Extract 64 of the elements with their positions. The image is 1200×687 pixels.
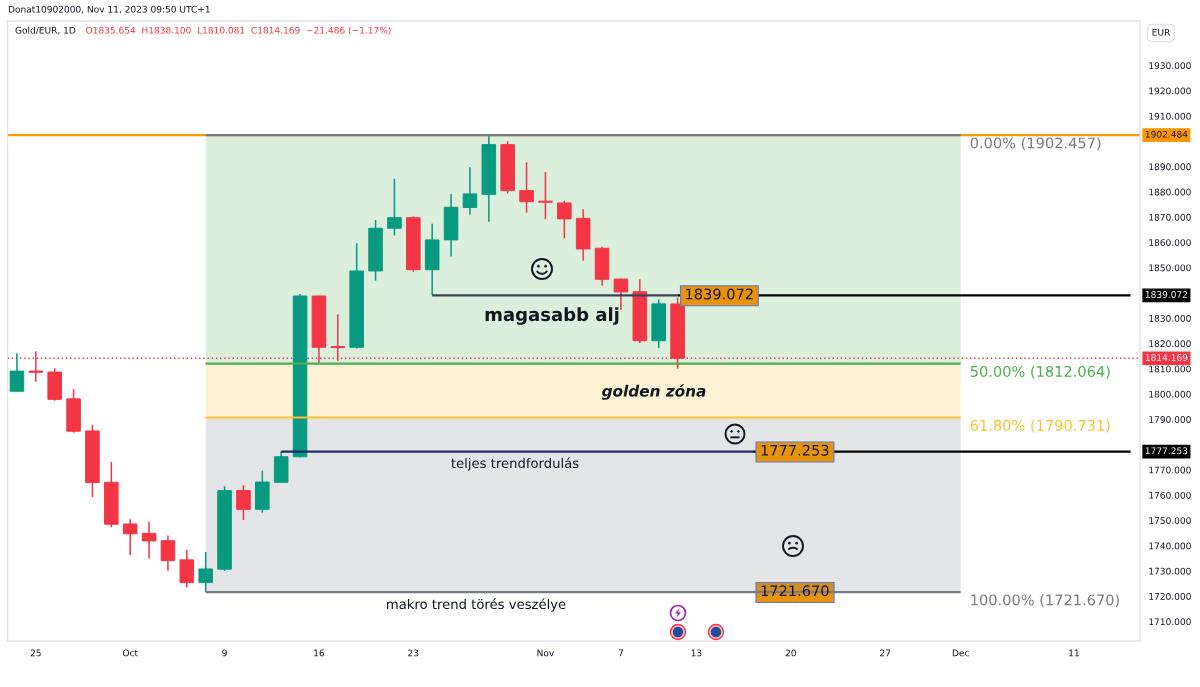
y-tick-label: 1770.000 bbox=[1149, 466, 1191, 474]
data-label: 1777.253 bbox=[1145, 447, 1188, 455]
data-label: 1721.670 bbox=[761, 585, 829, 597]
candlestick bbox=[330, 313, 346, 362]
x-tick-label: 25 bbox=[30, 649, 41, 657]
data-label: 1777.253 bbox=[761, 444, 829, 456]
candlestick bbox=[557, 199, 572, 240]
x-tick-label: 13 bbox=[691, 649, 702, 657]
x-tick-label: 20 bbox=[785, 649, 796, 657]
y-tick-label: 1750.000 bbox=[1149, 517, 1191, 524]
text: Donat10902000, Nov 11, 2023 09:50 UTC+1 bbox=[8, 5, 210, 14]
candlestick bbox=[9, 352, 25, 393]
candlestick bbox=[160, 534, 176, 572]
x-tick-label: 27 bbox=[880, 649, 891, 657]
y-tick-label: 1760.000 bbox=[1149, 491, 1191, 499]
series-label: 100.00% (1721.670) bbox=[971, 594, 1119, 608]
candlestick bbox=[387, 177, 402, 237]
candlestick bbox=[198, 551, 213, 593]
text: O1835.654 H1838.100 L1810.081 C1814.169 −21.486 (−1.17%) bbox=[86, 26, 391, 35]
text: EUR bbox=[1152, 28, 1171, 36]
y-tick-label: 1800.000 bbox=[1149, 390, 1191, 398]
y-tick-label: 1730.000 bbox=[1149, 567, 1191, 575]
y-tick-label: 1890.000 bbox=[1149, 163, 1191, 171]
candlestick bbox=[179, 549, 195, 588]
annotation: teljes trendfordulás bbox=[451, 457, 579, 471]
annotation: golden zóna bbox=[601, 384, 706, 400]
x-tick-label: Dec bbox=[952, 649, 969, 657]
series-label: 61.80% (1790.731) bbox=[970, 419, 1110, 433]
x-tick-label: 9 bbox=[222, 649, 227, 657]
y-tick-label: 1920.000 bbox=[1149, 87, 1191, 95]
y-tick-label: 1910.000 bbox=[1149, 112, 1191, 120]
y-tick-label: 1740.000 bbox=[1149, 542, 1191, 550]
series-label: 50.00% (1812.064) bbox=[970, 365, 1110, 379]
y-tick-label: 1930.000 bbox=[1149, 62, 1191, 70]
y-tick-label: 1720.000 bbox=[1149, 592, 1191, 600]
y-tick-label: 1810.000 bbox=[1149, 365, 1191, 373]
data-label: 1839.072 bbox=[1145, 291, 1188, 298]
x-tick-label: 7 bbox=[618, 649, 624, 657]
candlestick bbox=[122, 518, 138, 556]
series-label: 0.00% (1902.457) bbox=[970, 137, 1101, 151]
annotation: magasabb alj bbox=[485, 307, 619, 325]
candlestick bbox=[462, 166, 478, 216]
ref-line-label: 1814.169 bbox=[1145, 354, 1188, 361]
x-tick-label: 11 bbox=[1069, 649, 1079, 657]
y-tick-label: 1850.000 bbox=[1149, 264, 1191, 272]
y-tick-label: 1860.000 bbox=[1149, 239, 1191, 246]
candlestick bbox=[519, 161, 534, 214]
y-tick-label: 1820.000 bbox=[1149, 340, 1191, 348]
data-label: 1839.072 bbox=[686, 288, 753, 300]
x-tick-label: Oct bbox=[122, 649, 138, 657]
y-tick-label: 1790.000 bbox=[1149, 416, 1191, 423]
y-tick-label: 1830.000 bbox=[1149, 314, 1191, 322]
text: Gold/EUR, 1D bbox=[15, 26, 76, 35]
y-tick-label: 1710.000 bbox=[1149, 618, 1191, 626]
candlestick bbox=[141, 520, 157, 560]
ref-line-label: 1902.484 bbox=[1145, 130, 1188, 138]
x-tick-label: 23 bbox=[408, 649, 419, 657]
x-tick-label: Nov bbox=[537, 649, 554, 657]
y-tick-label: 1880.000 bbox=[1149, 188, 1191, 196]
candlestick bbox=[236, 484, 251, 521]
candlestick bbox=[538, 171, 553, 220]
annotation: makro trend törés veszélye bbox=[387, 598, 566, 612]
y-tick-label: 1870.000 bbox=[1149, 213, 1191, 221]
x-tick-label: 16 bbox=[314, 649, 325, 657]
